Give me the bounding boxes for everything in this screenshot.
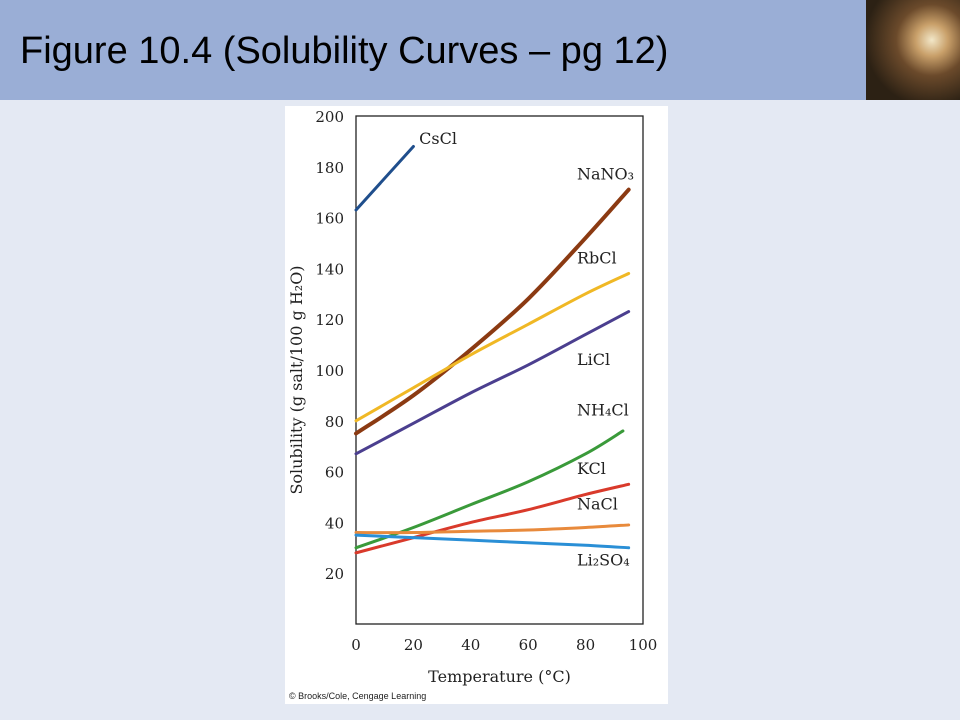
y-tick-label: 120: [315, 311, 344, 329]
solubility-chart: 20 40 60 80 100 120 140 160 180 200 0 20 40 60 80 100 Te…: [287, 108, 658, 686]
x-tick-label: 40: [461, 636, 480, 654]
slide-title: Figure 10.4 (Solubility Curves – pg 12): [20, 30, 669, 72]
series-label-nano3: NaNO₃: [577, 165, 634, 184]
x-tick-label: 20: [404, 636, 423, 654]
series-line-li2so4: [354, 533, 631, 550]
series-line-licl: [354, 310, 631, 456]
x-tick-label: 60: [519, 636, 538, 654]
y-tick-label: 160: [315, 210, 344, 228]
series-label-nh4cl: NH₄Cl: [577, 401, 629, 420]
series-line-rbcl: [354, 271, 631, 423]
series-line-nacl: [354, 523, 631, 535]
series-label-cscl: CsCl: [419, 129, 457, 148]
y-tick-label: 100: [315, 362, 344, 380]
series-line-cscl: [354, 144, 415, 212]
copyright-notice: © Brooks/Cole, Cengage Learning: [289, 691, 427, 701]
x-tick-label: 80: [576, 636, 595, 654]
figure-panel: 20 40 60 80 100 120 140 160 180 200 0 20 40 60 80 100 Te…: [285, 106, 668, 704]
y-tick-label: 80: [325, 413, 344, 431]
series-label-licl: LiCl: [577, 350, 610, 369]
plot-frame: [355, 115, 644, 625]
y-tick-label: 180: [315, 159, 344, 177]
title-bar: Figure 10.4 (Solubility Curves – pg 12): [0, 0, 866, 100]
y-tick-label: 200: [315, 108, 344, 126]
y-tick-label: 140: [315, 260, 344, 278]
x-tick-label: 0: [351, 636, 361, 654]
y-tick-label: 40: [325, 514, 344, 532]
crystal-photo: [866, 0, 960, 100]
y-tick-label: 20: [325, 565, 344, 583]
series-label-rbcl: RbCl: [577, 248, 617, 267]
series-label-kcl: KCl: [577, 459, 606, 478]
y-axis-label: Solubility (g salt/100 g H₂O): [287, 265, 306, 494]
series-line-nh4cl: [354, 429, 625, 550]
y-tick-label: 60: [325, 464, 344, 482]
x-axis-label: Temperature (°C): [428, 667, 571, 686]
series-label-nacl: NaCl: [577, 495, 618, 514]
series-line-nano3: [354, 187, 631, 436]
series-line-kcl: [354, 482, 631, 555]
series-label-li2so4: Li₂SO₄: [577, 551, 630, 570]
x-tick-label: 100: [629, 636, 658, 654]
